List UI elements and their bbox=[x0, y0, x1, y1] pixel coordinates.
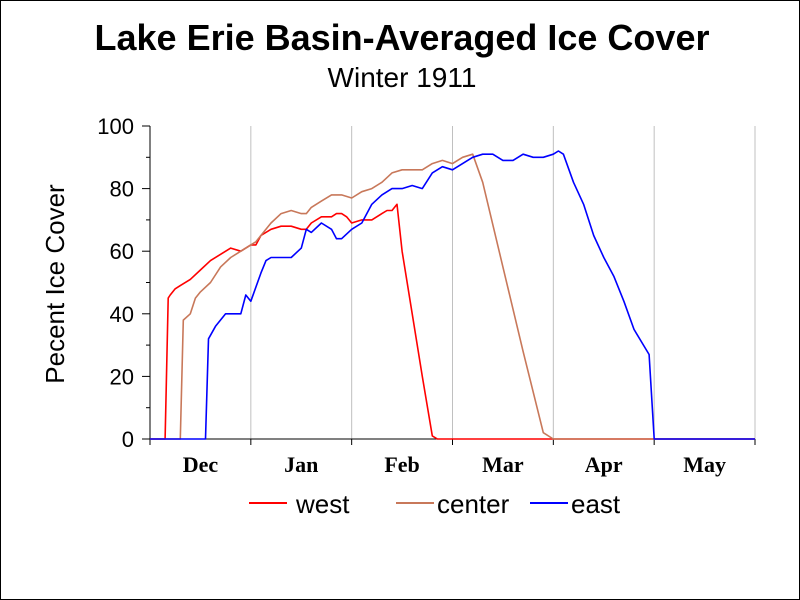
series-lines bbox=[150, 150, 755, 440]
y-tick-label: 40 bbox=[110, 302, 134, 327]
y-tick-label: 0 bbox=[122, 427, 134, 452]
legend: west center east bbox=[249, 489, 621, 519]
y-tick-label: 20 bbox=[110, 364, 134, 389]
legend-label-east: east bbox=[571, 489, 621, 519]
series-line-east bbox=[150, 150, 755, 440]
grid-lines bbox=[250, 126, 756, 439]
axes bbox=[142, 125, 756, 445]
y-tick-labels: 0 20 40 60 80 100 bbox=[97, 114, 134, 452]
y-axis-label: Pecent Ice Cover bbox=[40, 184, 70, 384]
x-tick-label: May bbox=[683, 452, 726, 477]
x-tick-label: Jan bbox=[284, 452, 318, 477]
chart-subtitle: Winter 1911 bbox=[328, 62, 477, 93]
y-tick-label: 60 bbox=[110, 239, 134, 264]
y-tick-label: 100 bbox=[97, 114, 134, 139]
legend-label-center: center bbox=[437, 489, 510, 519]
series-line-west bbox=[150, 203, 755, 440]
x-tick-label: Dec bbox=[183, 452, 219, 477]
x-tick-labels: Dec Jan Feb Mar Apr May bbox=[183, 452, 726, 477]
series-line-center bbox=[150, 153, 755, 440]
legend-label-west: west bbox=[295, 489, 350, 519]
x-tick-label: Mar bbox=[482, 452, 524, 477]
x-tick-label: Apr bbox=[585, 452, 623, 477]
y-tick-label: 80 bbox=[110, 177, 134, 202]
chart-title: Lake Erie Basin-Averaged Ice Cover bbox=[95, 17, 710, 58]
x-tick-label: Feb bbox=[384, 452, 419, 477]
